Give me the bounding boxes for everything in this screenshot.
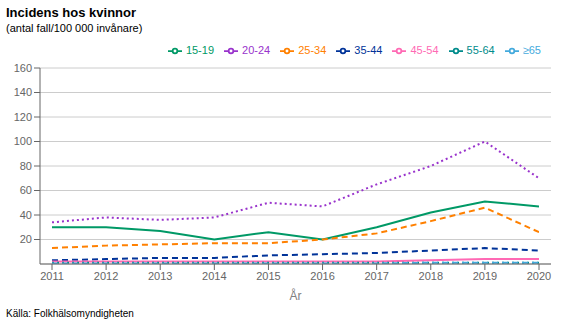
- html-text:25-34: 25-34: [298, 44, 327, 56]
- svg-text:2014: 2014: [202, 270, 226, 282]
- svg-text:2018: 2018: [419, 270, 443, 282]
- html-text:55-64: 55-64: [466, 44, 495, 56]
- html-text:Källa: Folkhälsomyndigheten: Källa: Folkhälsomyndigheten: [6, 308, 134, 319]
- svg-text:2017: 2017: [364, 270, 388, 282]
- svg-text:140: 140: [14, 86, 32, 98]
- svg-text:100: 100: [14, 135, 32, 147]
- svg-text:120: 120: [14, 111, 32, 123]
- html-text:20-24: 20-24: [242, 44, 271, 56]
- svg-text:20: 20: [20, 233, 32, 245]
- svg-text:2011: 2011: [40, 270, 64, 282]
- svg-text:År: År: [290, 288, 302, 303]
- html-text:Incidens hos kvinnor: Incidens hos kvinnor: [6, 5, 136, 20]
- svg-text:2016: 2016: [310, 270, 334, 282]
- html-text:15-19: 15-19: [185, 44, 214, 56]
- html-text:35-44: 35-44: [354, 44, 383, 56]
- svg-text:2013: 2013: [148, 270, 172, 282]
- svg-text:40: 40: [20, 209, 32, 221]
- svg-text:2019: 2019: [473, 270, 497, 282]
- svg-text:160: 160: [14, 62, 32, 74]
- svg-text:80: 80: [20, 160, 32, 172]
- html-text:45-54: 45-54: [410, 44, 439, 56]
- html-text:(antal fall/100 000 invånare): (antal fall/100 000 invånare): [6, 22, 143, 34]
- svg-text:2020: 2020: [527, 270, 551, 282]
- html-text:≥65: ≥65: [522, 44, 541, 56]
- svg-text:60: 60: [20, 184, 32, 196]
- svg-text:2015: 2015: [256, 270, 280, 282]
- svg-text:2012: 2012: [94, 270, 118, 282]
